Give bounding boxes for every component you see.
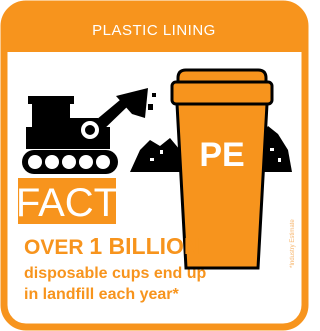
cup-lid-top — [178, 70, 266, 82]
headline: OVER 1 BILLION — [24, 233, 201, 259]
headline-prefix: OVER — [24, 236, 84, 259]
page: PLASTIC LINING PE FACT OVER 1 BILLION di… — [0, 0, 309, 331]
fact-label: FACT — [16, 181, 118, 225]
footnote: *Industry Estimate — [290, 219, 296, 268]
headline-number: 1 BILLION — [89, 233, 200, 259]
fact-line: disposable cups end up — [24, 265, 206, 282]
header-title: PLASTIC LINING — [92, 22, 216, 39]
infographic: PLASTIC LINING PE FACT OVER 1 BILLION di… — [0, 0, 309, 331]
cup-label: PE — [199, 136, 244, 174]
cup-lid — [172, 82, 272, 104]
fact-line: in landfill each year* — [24, 286, 180, 303]
